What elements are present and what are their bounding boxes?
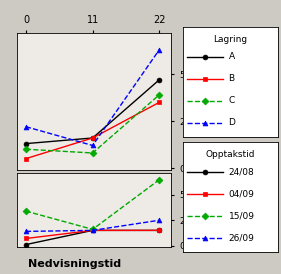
Text: A: A: [228, 53, 235, 61]
Text: Nedvisningstid: Nedvisningstid: [28, 259, 121, 269]
Text: D: D: [228, 118, 235, 127]
Text: B: B: [228, 75, 235, 83]
Text: 15/09: 15/09: [228, 212, 255, 220]
Text: 24/08: 24/08: [228, 168, 254, 176]
Text: C: C: [228, 96, 235, 105]
Text: 04/09: 04/09: [228, 190, 254, 198]
Text: Opptakstid: Opptakstid: [206, 150, 255, 159]
Text: 26/09: 26/09: [228, 233, 254, 242]
Text: Lagring: Lagring: [213, 35, 248, 44]
